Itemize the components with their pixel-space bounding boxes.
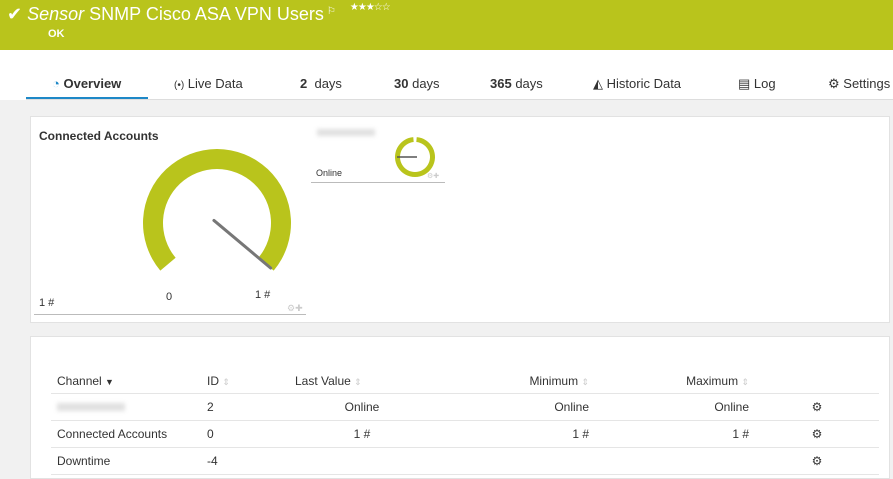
- sensor-title: ✔ Sensor SNMP Cisco ASA VPN Users: [7, 4, 324, 25]
- col-maximum[interactable]: Maximum ⇕: [589, 370, 749, 394]
- blurred-channel-name: [317, 129, 375, 136]
- tab-30-days[interactable]: 30 days: [394, 76, 440, 91]
- priority-stars[interactable]: ★★★☆☆: [349, 2, 391, 13]
- small-gauge-settings-pin-icon[interactable]: ⚙✚: [427, 173, 440, 180]
- flag-icon[interactable]: ⚐: [326, 6, 336, 17]
- gauge-min-label: 0: [166, 291, 173, 303]
- gauge-max-label: 1 #: [255, 289, 271, 301]
- tab-settings[interactable]: ⚙ Settings: [828, 76, 891, 91]
- tab-overview[interactable]: ◔ Overview: [52, 76, 122, 91]
- gauge-arc: [143, 149, 291, 271]
- channel-name[interactable]: Downtime: [51, 447, 201, 475]
- gauge-settings-pin-icon[interactable]: ⚙✚: [287, 303, 303, 313]
- channel-settings-icon[interactable]: ⚙: [749, 420, 879, 448]
- main-gauge: [143, 149, 291, 271]
- broadcast-icon: (•): [174, 80, 185, 91]
- small-gauge-value: Online: [316, 168, 343, 178]
- sensor-name: SNMP Cisco ASA VPN Users: [89, 4, 324, 24]
- area-chart-icon: ◭: [593, 76, 603, 91]
- table-row[interactable]: Connected Accounts 0 1 # 1 # 1 # ⚙: [51, 420, 879, 448]
- gauge-needle: [212, 218, 273, 270]
- channel-id: 2: [201, 393, 289, 421]
- table-row[interactable]: 2 Online Online Online ⚙: [51, 393, 879, 421]
- channel-settings-icon[interactable]: ⚙: [749, 447, 879, 475]
- gauge-icon: ◔: [52, 76, 60, 91]
- sensor-header: ✔ Sensor SNMP Cisco ASA VPN Users ⚐ ★★★☆…: [0, 0, 893, 50]
- table-row[interactable]: Downtime -4 ⚙: [51, 447, 879, 475]
- col-channel[interactable]: Channel ▼: [51, 370, 201, 394]
- channels-panel: Channel ▼ ID ⇕ Last Value ⇕ Minimum ⇕ Ma…: [30, 336, 890, 479]
- sensor-title-row: ✔ Sensor SNMP Cisco ASA VPN Users ⚐ ★★★☆…: [7, 2, 391, 25]
- channel-name[interactable]: Connected Accounts: [51, 420, 201, 448]
- last-value: [289, 447, 429, 475]
- check-icon: ✔: [7, 4, 23, 24]
- minimum-value: Online: [429, 393, 589, 421]
- gauge-value: 1 #: [39, 297, 55, 309]
- channel-name[interactable]: [51, 393, 201, 421]
- sensor-type-label: Sensor: [27, 4, 85, 24]
- list-icon: ▤: [738, 76, 751, 91]
- minimum-value: 1 #: [429, 420, 589, 448]
- gauge-divider: [34, 314, 306, 315]
- small-gauge-divider: [311, 182, 445, 183]
- gear-icon: ⚙: [828, 76, 840, 91]
- table-header: Channel ▼ ID ⇕ Last Value ⇕ Minimum ⇕ Ma…: [51, 370, 879, 394]
- maximum-value: 1 #: [589, 420, 749, 448]
- tab-365-days[interactable]: 365 days: [490, 76, 543, 91]
- col-minimum[interactable]: Minimum ⇕: [429, 370, 589, 394]
- tab-historic-data[interactable]: ◭ Historic Data: [593, 76, 682, 91]
- channel-id: 0: [201, 420, 289, 448]
- channel-settings-icon[interactable]: ⚙: [749, 393, 879, 421]
- last-value: 1 #: [289, 420, 429, 448]
- active-tab-indicator: [26, 97, 148, 99]
- gauge-title: Connected Accounts: [39, 129, 159, 143]
- gauges-panel: Connected Accounts 1 # 0 1 # ⚙✚ Online ⚙…: [30, 116, 890, 323]
- tab-live-data[interactable]: (•) Live Data: [174, 76, 243, 91]
- tab-2-days[interactable]: 2 days: [300, 76, 342, 91]
- minimum-value: [429, 447, 589, 475]
- last-value: Online: [289, 393, 429, 421]
- status-text: OK: [48, 28, 65, 40]
- maximum-value: Online: [589, 393, 749, 421]
- maximum-value: [589, 447, 749, 475]
- col-id[interactable]: ID ⇕: [201, 370, 289, 394]
- tab-bar: ◔ Overview (•) Live Data 2 days 30 days …: [0, 50, 893, 100]
- channels-table: Channel ▼ ID ⇕ Last Value ⇕ Minimum ⇕ Ma…: [51, 370, 879, 475]
- col-last-value[interactable]: Last Value ⇕: [289, 370, 429, 394]
- tab-log[interactable]: ▤ Log: [738, 76, 776, 91]
- tabs-divider: [26, 99, 893, 100]
- small-gauge: [395, 137, 435, 177]
- channel-id: -4: [201, 447, 289, 475]
